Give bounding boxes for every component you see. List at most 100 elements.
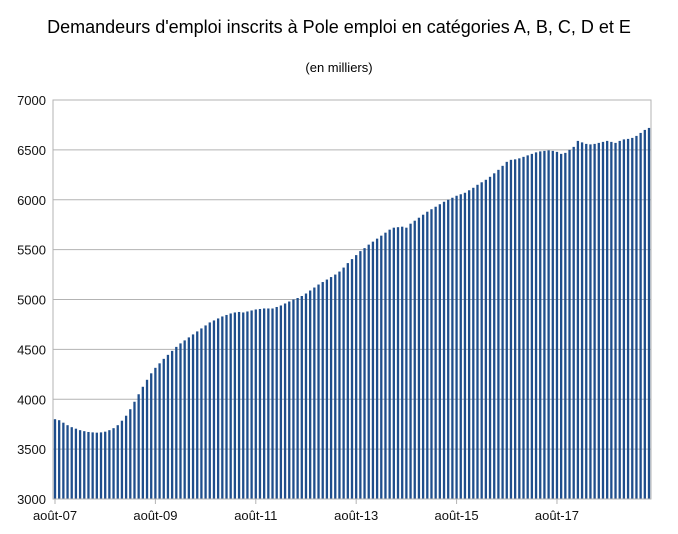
bar xyxy=(258,308,262,499)
bar xyxy=(363,248,366,499)
bar xyxy=(292,299,295,499)
bar xyxy=(631,137,634,499)
bar xyxy=(555,151,559,499)
bar xyxy=(509,159,513,499)
bar xyxy=(421,214,425,499)
bar xyxy=(233,312,237,499)
bar xyxy=(350,259,354,499)
bar xyxy=(451,197,454,499)
bar xyxy=(505,161,508,499)
y-tick-label: 3500 xyxy=(17,442,46,457)
bar xyxy=(66,425,69,499)
bar xyxy=(212,320,216,499)
bar xyxy=(116,425,119,499)
bar xyxy=(472,187,475,499)
bar xyxy=(58,420,61,499)
bar xyxy=(375,238,379,499)
bar xyxy=(522,156,525,500)
bar xyxy=(576,140,580,499)
bar xyxy=(108,430,111,499)
bar xyxy=(409,223,412,499)
x-axis-ticks: août-07 août-09 août-11 août-13 août-15 août-… xyxy=(33,499,579,523)
bar xyxy=(543,150,546,499)
bar xyxy=(137,394,140,499)
bar xyxy=(120,420,124,499)
x-tick-label: août-09 xyxy=(133,508,177,523)
bar xyxy=(179,343,182,499)
bar xyxy=(426,211,429,499)
bar xyxy=(526,155,529,500)
bar xyxy=(170,350,174,499)
x-tick-label: août-07 xyxy=(33,508,77,523)
bar xyxy=(560,153,563,499)
bar xyxy=(396,227,400,499)
bar xyxy=(518,158,521,499)
bar xyxy=(150,373,153,499)
bar xyxy=(313,287,316,499)
bar xyxy=(133,401,136,499)
bar xyxy=(342,267,345,499)
bar xyxy=(622,139,626,499)
x-tick-label: août-11 xyxy=(234,508,277,523)
bar xyxy=(309,290,312,499)
bar xyxy=(355,255,358,499)
bar xyxy=(371,241,375,499)
chart-title: Demandeurs d'emploi inscrits à Pole empl… xyxy=(47,17,631,37)
bar xyxy=(572,146,575,499)
y-tick-label: 7000 xyxy=(17,93,46,108)
bar xyxy=(530,153,534,499)
bar xyxy=(438,204,441,500)
bar xyxy=(459,194,462,499)
bar xyxy=(501,165,504,499)
bar xyxy=(216,318,220,499)
y-tick-label: 6500 xyxy=(17,143,46,158)
bar xyxy=(493,173,496,499)
x-tick-label: août-17 xyxy=(535,508,579,523)
y-tick-label: 3000 xyxy=(17,492,46,507)
bar xyxy=(112,428,115,499)
bar xyxy=(647,127,651,500)
bar xyxy=(392,227,395,499)
plot-area-border xyxy=(52,99,652,500)
bar xyxy=(417,217,421,499)
bar xyxy=(338,271,341,499)
bar xyxy=(589,144,592,499)
bar xyxy=(413,220,416,499)
bar xyxy=(618,140,621,499)
bar xyxy=(467,190,471,499)
bar xyxy=(129,409,132,499)
bar xyxy=(480,182,483,500)
bar xyxy=(488,176,492,499)
bar xyxy=(601,141,605,499)
bar xyxy=(593,143,596,499)
y-axis-ticks: 3000 3500 4000 4500 5000 5500 6000 6500 7000 xyxy=(17,93,46,507)
bar xyxy=(626,138,630,499)
chart-subtitle: (en milliers) xyxy=(305,60,372,75)
bar xyxy=(99,432,103,499)
bar xyxy=(534,152,538,499)
bar xyxy=(405,227,408,499)
bar xyxy=(334,274,337,499)
bar xyxy=(359,251,362,499)
bar xyxy=(484,179,488,500)
bar xyxy=(380,235,383,499)
bar xyxy=(154,367,157,499)
bar xyxy=(551,150,554,499)
bar xyxy=(158,363,161,499)
bar xyxy=(87,431,90,499)
bar xyxy=(145,379,149,499)
bar xyxy=(580,142,584,499)
bar xyxy=(610,141,613,499)
bar xyxy=(191,334,195,499)
bar xyxy=(95,432,98,499)
bar xyxy=(597,142,600,499)
bar xyxy=(346,263,349,499)
bar xyxy=(283,303,287,499)
bar xyxy=(614,142,617,499)
bar xyxy=(91,432,94,499)
bar xyxy=(141,386,144,499)
bar xyxy=(175,346,178,499)
bar xyxy=(296,298,299,499)
bar xyxy=(513,159,517,499)
